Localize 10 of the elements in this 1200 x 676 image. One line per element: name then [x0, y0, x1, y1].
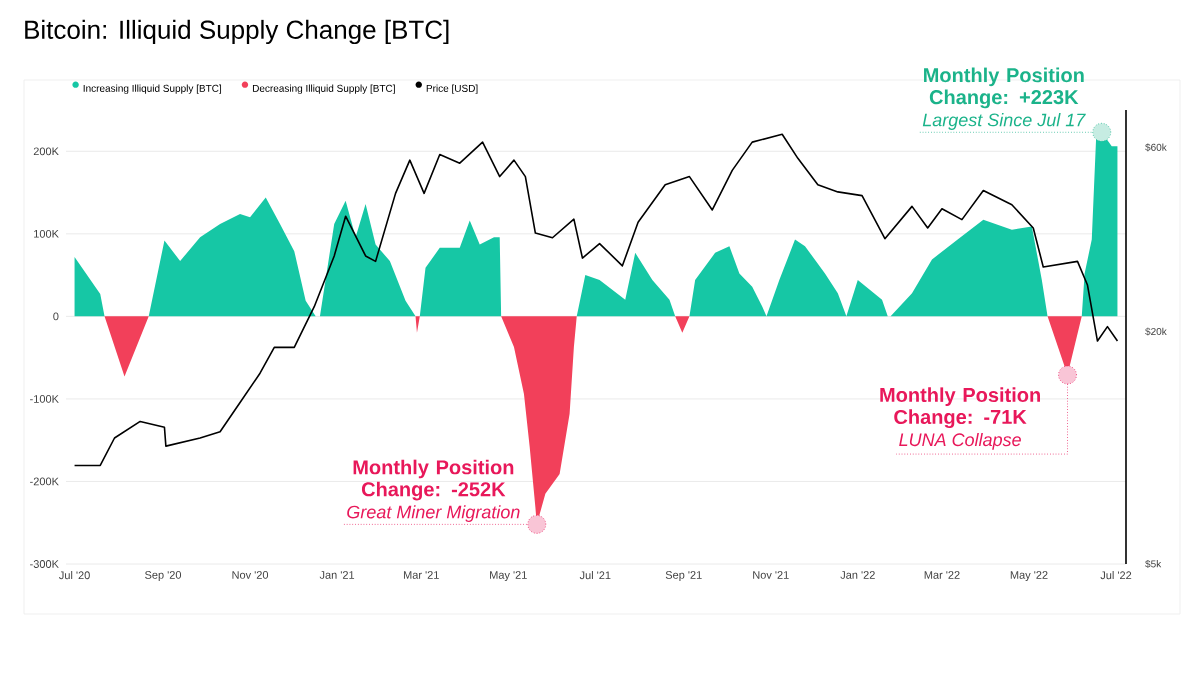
- annotation: LUNA Collapse: [899, 432, 1021, 450]
- annotation: Monthly Position Change: +223K: [924, 67, 1084, 109]
- point: [527, 514, 547, 534]
- point: [1058, 365, 1077, 385]
- point: [1092, 122, 1112, 142]
- chart-title: Bitcoin: Illiquid Supply Change [BTC]: [25, 19, 449, 45]
- annotation: Monthly Position Change: -252K: [353, 459, 514, 501]
- annotation: Monthly Position Change: -71K: [880, 387, 1040, 429]
- annotation: Great Miner Migration: [347, 505, 520, 522]
- annotation: Largest Since Jul 17: [922, 113, 1086, 130]
